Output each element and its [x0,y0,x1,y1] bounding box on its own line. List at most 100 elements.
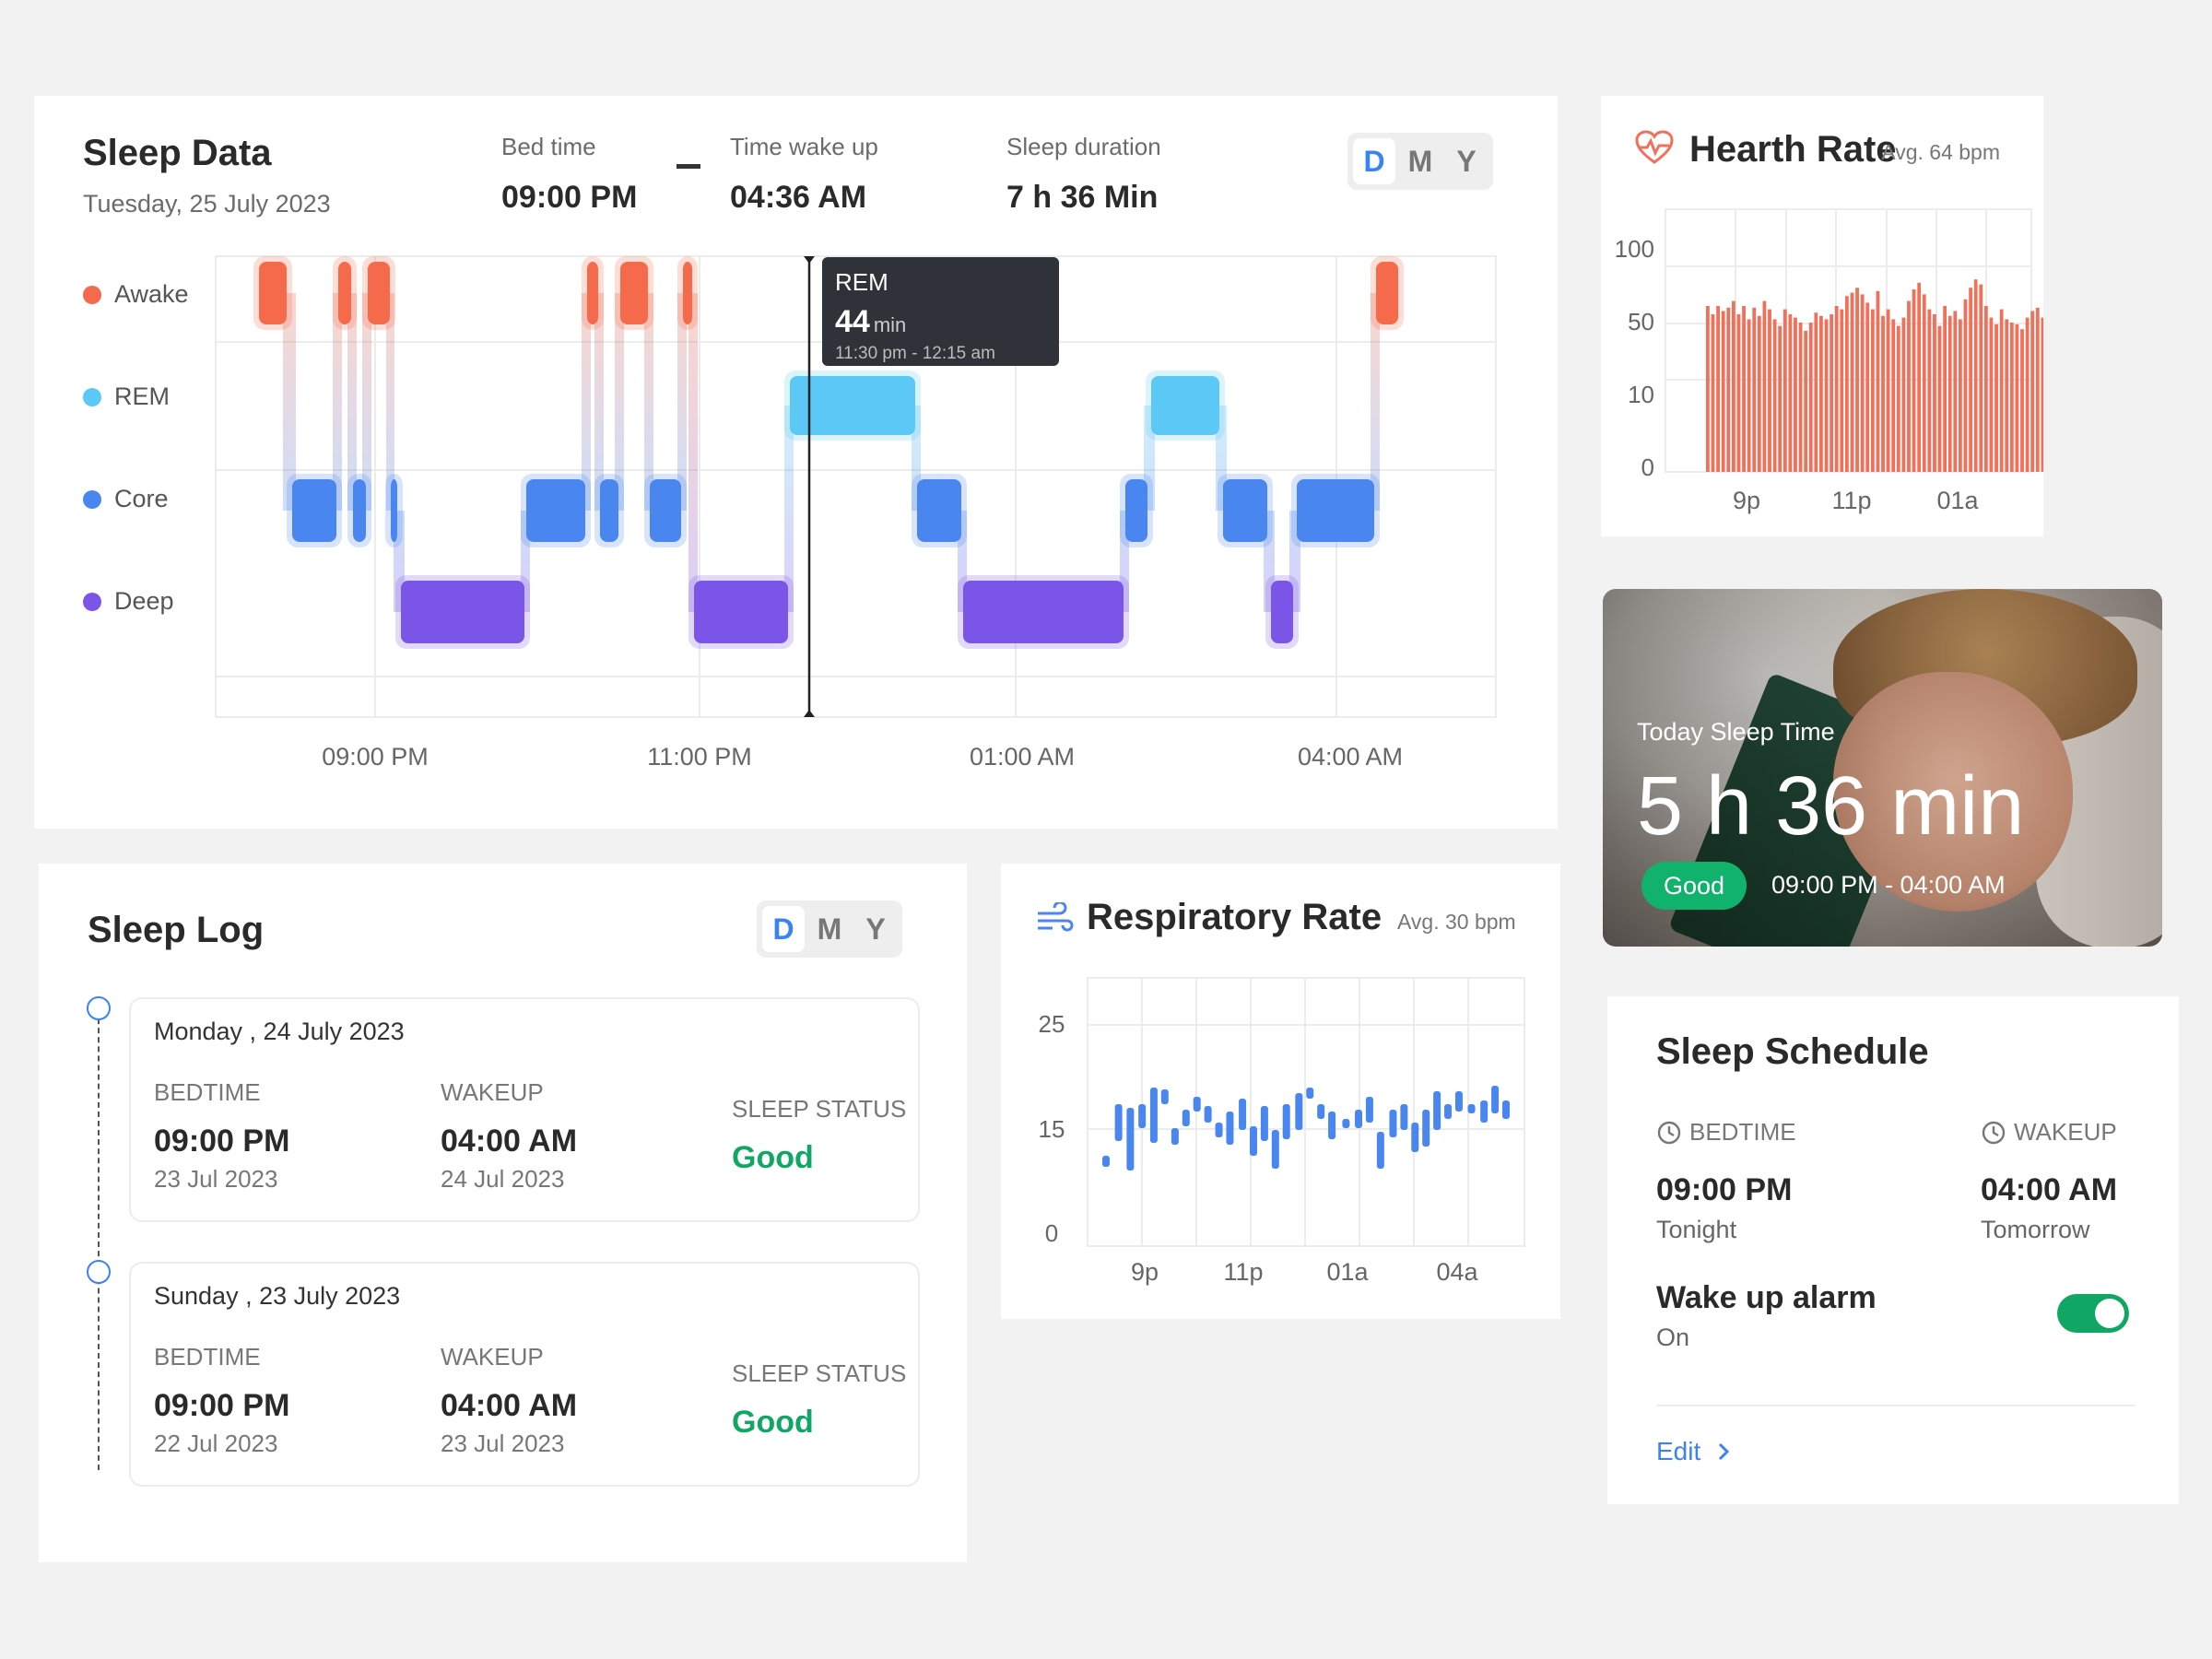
range-month-button[interactable]: M [1407,144,1433,178]
hr-bar [1783,309,1787,472]
resp-bar [1342,1119,1350,1128]
stage-segment-core [391,479,397,542]
resp-bar [1306,1088,1314,1099]
log-range-month-button[interactable]: M [817,912,842,946]
hr-bar [1762,300,1767,472]
cursor-marker-bottom [804,710,815,717]
hr-bar [1808,323,1813,472]
log-range-day-button[interactable]: D [762,906,805,952]
log-wakeup: WAKEUP 04:00 AM 23 Jul 2023 [441,1343,578,1457]
wake-up-alarm: Wake up alarm On [1656,1280,1877,1352]
stage-segment-rem [1151,376,1219,435]
hr-bar [1907,300,1911,472]
hr-bar [1886,309,1890,472]
stage-segment-deep [694,581,788,643]
range-day-button[interactable]: D [1353,138,1395,184]
hr-bar [2005,319,2009,472]
stage-connector [582,293,591,511]
resp-bar [1400,1104,1408,1130]
sleep-schedule-title: Sleep Schedule [1656,1031,1929,1072]
heart-rate-card: Hearth Rate Avg. 64 bpm 100 50 10 0 9p 11p 01a… [1601,96,2043,536]
sleep-log-entry[interactable]: Monday , 24 July 2023 BEDTIME 09:00 PM 2… [129,997,920,1222]
hr-y-tick: 10 [1628,381,1654,408]
stage-connector [333,293,342,511]
resp-bar [1433,1091,1441,1130]
hr-bar [1937,325,1942,472]
log-range-year-button[interactable]: Y [865,912,886,946]
hr-bar [1855,288,1859,472]
wake-time-value: 04:36 AM [730,180,867,215]
heart-rate-avg: Avg. 64 bpm [1881,140,2000,164]
hr-bar [1876,290,1880,472]
stage-connector [283,293,296,511]
resp-bar [1193,1097,1201,1112]
edit-schedule-link[interactable]: Edit [1656,1437,1730,1466]
sleep-duration-value: 7 h 36 Min [1006,180,1159,215]
resp-y-tick: 15 [1039,1115,1065,1143]
hr-bar [1706,306,1710,472]
resp-bar [1160,1089,1169,1104]
hr-bar [1973,279,1978,472]
stage-segment-core [917,479,961,542]
hr-bar [1824,319,1829,472]
stage-segment-deep [1271,581,1293,643]
hr-bar [1778,325,1783,472]
resp-x-tick: 9p [1131,1258,1159,1286]
bed-time-label: Bed time [501,133,596,160]
hr-bar [1870,309,1875,472]
wake-up-alarm-toggle[interactable] [2057,1294,2129,1333]
stage-segment-awake [1376,262,1398,324]
sleep-log-range-toggle: D M Y [757,900,902,958]
respiratory-rate-avg: Avg. 30 bpm [1397,910,1516,934]
resp-bar [1422,1110,1430,1147]
hr-bar [2015,324,2019,472]
hr-bar [1891,319,1896,472]
resp-bar [1411,1123,1419,1152]
hr-bar [1989,317,1994,472]
stage-segment-core [526,479,585,542]
core-dot-icon [83,489,101,509]
resp-bar [1204,1106,1212,1123]
stage-segment-awake [587,262,598,324]
hr-bar [1901,317,1906,472]
log-wakeup: WAKEUP 04:00 AM 24 Jul 2023 [441,1078,578,1193]
x-tick-label: 04:00 AM [1298,743,1403,771]
resp-bar [1182,1110,1190,1126]
respiratory-rate-title: Respiratory Rate [1087,897,1382,937]
stage-connector [521,511,530,612]
timeline-dot [87,996,111,1020]
range-year-button[interactable]: Y [1456,144,1477,178]
resp-bar [1215,1123,1223,1137]
hr-bar [1983,306,1988,472]
heart-rate-title: Hearth Rate [1689,129,1897,170]
hr-bar [1850,292,1854,472]
stage-segment-core [292,479,336,542]
resp-bar [1491,1086,1500,1113]
resp-bar [1295,1093,1303,1130]
hr-bar [1963,299,1968,472]
wind-icon [1038,902,1074,932]
x-tick-label: 11:00 PM [647,743,752,771]
hr-bar [1830,314,1834,472]
resp-bar [1355,1110,1363,1128]
hr-bar [1752,307,1757,472]
resp-x-tick: 11p [1223,1258,1263,1286]
resp-bar [1467,1104,1476,1113]
resp-bar [1480,1100,1488,1123]
hr-bar [1881,315,1885,472]
stage-connector [958,511,967,612]
schedule-bedtime: BEDTIME 09:00 PM Tonight [1656,1118,1796,1243]
log-sleep-status: SLEEP STATUS Good [732,1095,907,1175]
divider [1656,1405,2136,1406]
resp-bar [1376,1132,1384,1169]
hr-bar [1788,314,1793,472]
resp-bar [1249,1126,1257,1156]
resp-x-tick: 04a [1436,1258,1478,1286]
sleep-log-entry[interactable]: Sunday , 23 July 2023 BEDTIME 09:00 PM 2… [129,1262,920,1487]
today-sleep-value: 5 h 36 min [1637,760,2025,853]
resp-bar [1239,1099,1247,1130]
hr-bar [1840,309,1844,472]
hr-bar [1798,323,1803,472]
hr-bar [1742,306,1746,472]
hr-bar [2035,307,2040,472]
